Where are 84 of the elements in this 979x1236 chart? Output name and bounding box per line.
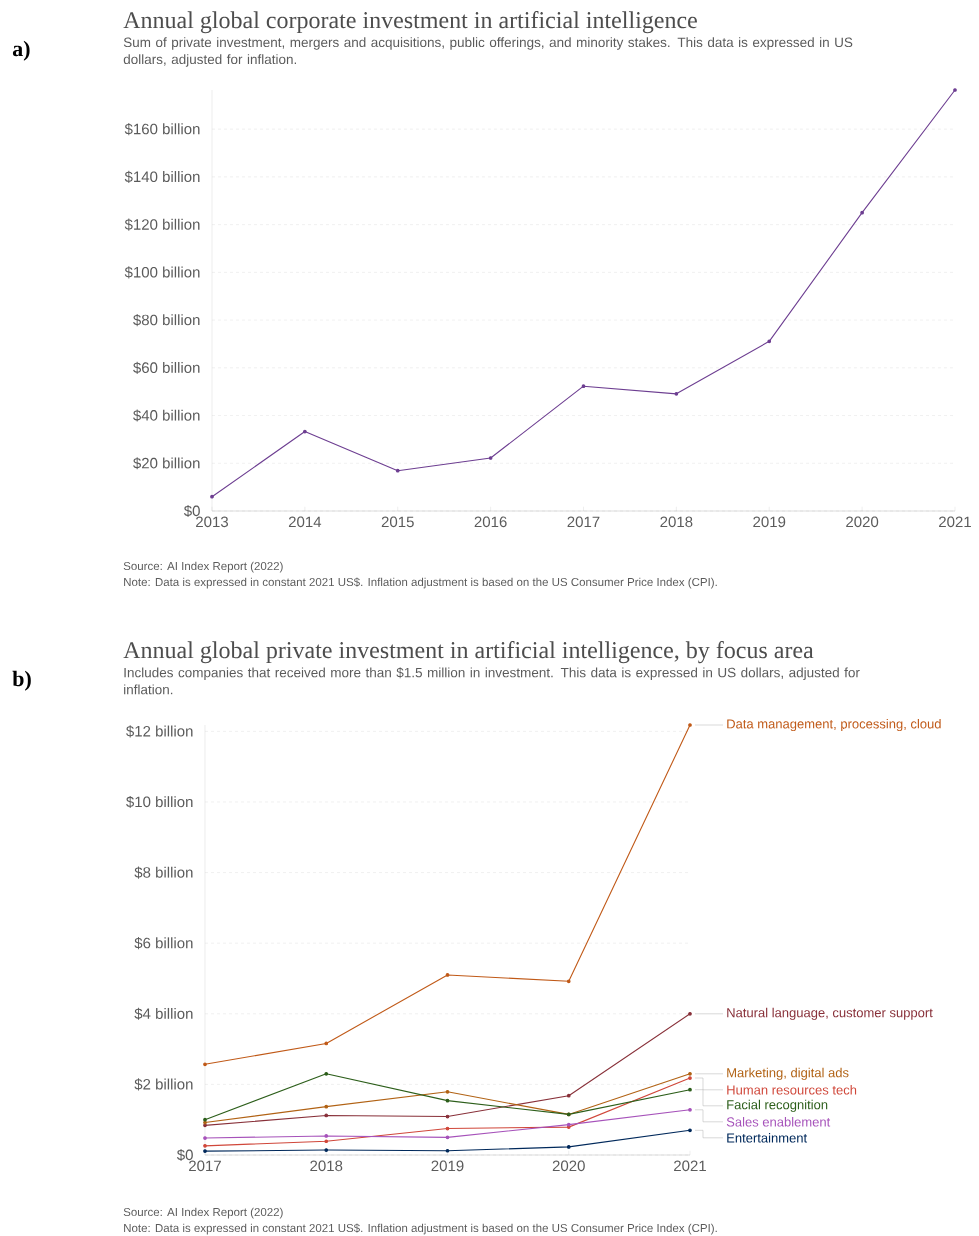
text: Data management, processing, cloud: [727, 718, 941, 732]
x-tick-label: 2021: [939, 516, 971, 528]
point: [767, 339, 772, 344]
source-note: Source: AI Index Report (2022): [123, 1207, 283, 1219]
chart-title: Annual global private investment in artificial intelligence, by focus area: [123, 641, 814, 664]
y-tick-label: $8 billion: [134, 866, 193, 879]
point: [203, 1143, 207, 1148]
point: [688, 1107, 692, 1112]
point: [324, 1148, 329, 1152]
point: [324, 1134, 329, 1138]
y-tick-label: $120 billion: [124, 218, 200, 231]
x-tick-label: 2017: [189, 1160, 221, 1172]
point: [581, 384, 586, 389]
text: Human resources tech: [727, 1085, 857, 1095]
point: [445, 1135, 450, 1140]
y-tick-label: $40 billion: [133, 409, 200, 422]
point: [688, 723, 692, 727]
source-note: Source: AI Index Report (2022): [123, 561, 283, 573]
y-tick-label: $80 billion: [133, 314, 200, 327]
y-tick-label: $12 billion: [126, 725, 193, 738]
x-tick-label: 2016: [474, 516, 507, 528]
text: Sales enablement: [726, 1117, 831, 1127]
point: [303, 429, 307, 434]
text: a): [12, 40, 30, 61]
x-tick-label: 2019: [753, 516, 786, 528]
y-tick-label: $10 billion: [126, 795, 193, 809]
x-tick-label: 2018: [310, 1160, 343, 1172]
point: [210, 494, 214, 499]
text: Facial recognition: [727, 1099, 828, 1112]
point: [566, 1145, 571, 1149]
chart-subtitle: Sum of private investment, mergers and acquisitions, public offerings, and minority stakes. This data is expressed in US dollars, adjusted for inflation.: [123, 37, 853, 67]
y-tick-label: $160 billion: [124, 123, 200, 136]
point: [688, 1076, 692, 1080]
point: [203, 1136, 207, 1140]
point: [445, 973, 450, 977]
point: [566, 979, 571, 984]
point: [445, 1114, 450, 1119]
point: [688, 1011, 692, 1016]
point: [324, 1139, 329, 1144]
y-tick-label: $140 billion: [124, 170, 200, 183]
point: [488, 456, 493, 460]
point: [566, 1093, 571, 1098]
text: Note: Data is expressed in constant 2021 US$. Inflation adjustment is based on the US Consumer Price Index (CPI).: [124, 1223, 717, 1235]
text: Natural language, customer support: [727, 1007, 933, 1020]
y-tick-label: $2 billion: [134, 1078, 193, 1091]
y-tick-label: $0: [176, 1148, 193, 1162]
point: [324, 1113, 329, 1118]
point: [203, 1149, 207, 1153]
x-tick-label: 2019: [431, 1160, 464, 1172]
point: [324, 1104, 329, 1109]
x-tick-label: 2014: [288, 516, 322, 528]
y-tick-label: $20 billion: [133, 457, 200, 470]
text: Entertainment: [727, 1133, 808, 1143]
point: [674, 391, 679, 396]
point: [953, 88, 957, 92]
y-tick-label: $4 billion: [134, 1007, 193, 1020]
y-tick-label: $60 billion: [133, 361, 200, 374]
x-tick-label: 2020: [846, 516, 879, 528]
point: [860, 210, 864, 215]
point: [395, 468, 400, 473]
chart-title: Annual global corporate investment in artificial intelligence: [123, 11, 697, 34]
y-tick-label: $100 billion: [124, 266, 200, 279]
x-tick-label: 2018: [660, 516, 693, 528]
text: Marketing, digital ads: [727, 1067, 849, 1080]
x-tick-label: 2017: [567, 516, 600, 528]
point: [445, 1098, 450, 1103]
x-tick-label: 2015: [381, 516, 414, 528]
y-tick-label: $0: [183, 504, 200, 518]
x-tick-label: 2013: [196, 516, 229, 528]
point: [324, 1071, 329, 1076]
chart-subtitle: Includes companies that received more than $1.5 million in investment. This data is expressed in US dollars, adjusted for inflation.: [124, 667, 860, 695]
point: [688, 1087, 692, 1092]
point: [203, 1062, 207, 1067]
y-tick-label: $6 billion: [134, 937, 193, 950]
text: Note: Data is expressed in constant 2021 US$. Inflation adjustment is based on the US Consumer Price Index (CPI).: [124, 577, 717, 589]
point: [688, 1128, 692, 1133]
point: [688, 1071, 692, 1076]
x-tick-label: 2020: [552, 1160, 585, 1172]
point: [445, 1089, 450, 1094]
point: [324, 1041, 329, 1046]
x-tick-label: 2021: [674, 1160, 706, 1172]
point: [445, 1126, 450, 1131]
text: b): [12, 670, 31, 691]
point: [445, 1148, 450, 1153]
